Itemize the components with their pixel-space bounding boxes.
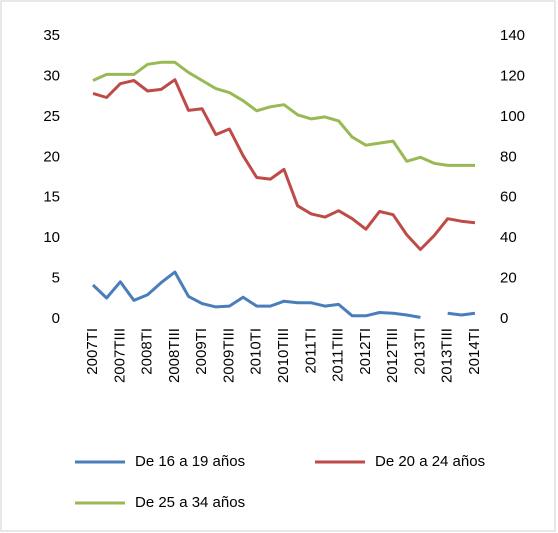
x-tick-label: 2009TIII xyxy=(220,328,237,383)
y2-tick-label: 120 xyxy=(500,67,525,84)
x-tick-label: 2009TI xyxy=(193,328,210,375)
x-tick-label: 2012TIII xyxy=(384,328,401,383)
y-tick-label: 15 xyxy=(43,189,60,206)
x-tick-label: 2013TIII xyxy=(439,328,456,383)
x-tick-label: 2007TIII xyxy=(111,328,128,383)
x-tick-label: 2008TI xyxy=(139,328,156,375)
legend-label: De 16 a 19 años xyxy=(135,453,245,470)
y-tick-label: 35 xyxy=(43,27,60,44)
x-tick-label: 2012TI xyxy=(357,328,374,375)
series-line xyxy=(92,60,475,167)
y-tick-label: 5 xyxy=(52,270,60,287)
x-tick-label: 2010TI xyxy=(248,328,265,375)
y-tick-label: 30 xyxy=(43,67,60,84)
x-tick-label: 2014TI xyxy=(466,328,483,375)
y2-tick-label: 20 xyxy=(500,270,517,287)
y2-tick-label: 0 xyxy=(500,310,508,327)
legend-label: De 20 a 24 años xyxy=(375,453,485,470)
y-tick-label: 0 xyxy=(52,310,60,327)
y2-tick-label: 80 xyxy=(500,148,517,165)
x-tick-label: 2008TIII xyxy=(166,328,183,383)
y2-tick-label: 100 xyxy=(500,108,525,125)
y-tick-label: 10 xyxy=(43,229,60,246)
y2-tick-label: 60 xyxy=(500,189,517,206)
y2-tick-label: 140 xyxy=(500,27,525,44)
x-tick-label: 2011TI xyxy=(302,328,319,374)
x-tick-label: 2010TIII xyxy=(275,328,292,383)
y-tick-label: 25 xyxy=(43,108,60,125)
x-tick-label: 2013TI xyxy=(411,328,428,375)
y-tick-label: 20 xyxy=(43,148,60,165)
legend-label: De 25 a 34 años xyxy=(135,494,245,511)
x-tick-label: 2011TIII xyxy=(330,328,347,382)
series-line xyxy=(92,78,476,251)
series-line xyxy=(91,270,476,319)
y2-tick-label: 40 xyxy=(500,229,517,246)
x-tick-label: 2007TI xyxy=(84,328,101,375)
